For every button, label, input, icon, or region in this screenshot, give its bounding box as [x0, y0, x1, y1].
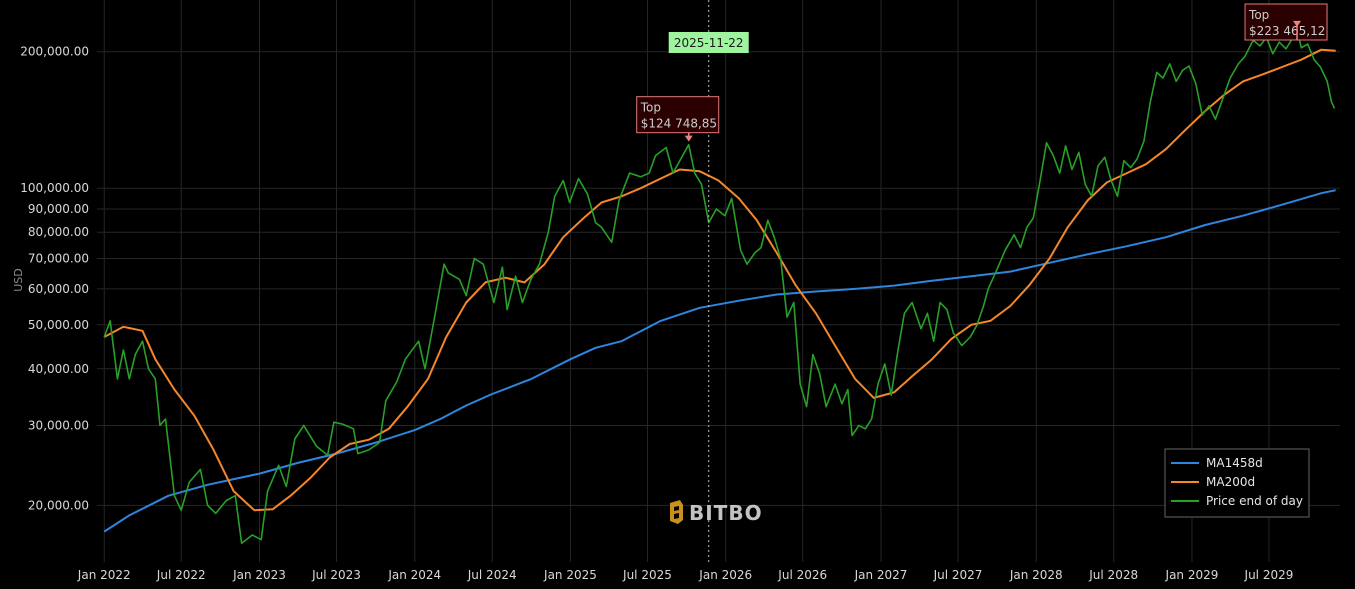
date-marker-box: [668, 32, 749, 53]
x-tick-label: Jan 2023: [232, 568, 286, 582]
x-tick-label: Jul 2029: [1244, 568, 1294, 582]
y-tick-label: 100,000.00: [20, 181, 89, 195]
series-lines: [103, 29, 1336, 544]
x-tick-label: Jan 2022: [77, 568, 131, 582]
y-tick-label: 30,000.00: [28, 418, 89, 432]
bitbo-logo-icon: [670, 500, 683, 524]
series-line-ma1458d: [103, 189, 1336, 533]
top-arrow-icon: [684, 135, 693, 142]
bitbo-watermark: BITBO: [670, 500, 763, 525]
y-tick-label: 80,000.00: [28, 225, 89, 239]
x-tick-label: Jan 2027: [854, 568, 908, 582]
legend-label: Price end of day: [1206, 494, 1303, 508]
top-annotation-box: [1244, 3, 1328, 41]
top-annotation-box: [636, 96, 720, 134]
x-tick-label: Jul 2025: [622, 568, 672, 582]
x-tick-label: Jan 2028: [1009, 568, 1063, 582]
x-tick-label: Jan 2029: [1165, 568, 1219, 582]
x-axis-labels: Jan 2022 Jul 2022 Jan 2023 Jul 2023 Jan 2024…: [77, 568, 1294, 582]
x-tick-label: Jul 2023: [311, 568, 361, 582]
top-annotation: Top $124 748,85: [636, 96, 720, 142]
watermark-text: BITBO: [689, 501, 763, 525]
series-line-ma200d: [103, 48, 1336, 512]
y-tick-label: 70,000.00: [28, 252, 89, 266]
x-tick-label: Jan 2026: [698, 568, 752, 582]
x-tick-label: Jul 2028: [1088, 568, 1138, 582]
x-tick-label: Jan 2025: [543, 568, 597, 582]
top-annotation-title: Top: [1248, 8, 1269, 22]
y-tick-label: 60,000.00: [28, 282, 89, 296]
y-tick-label: 200,000.00: [20, 45, 89, 59]
y-axis-labels: 20,000.00 30,000.00 40,000.00 50,000.00 60,0…: [20, 45, 89, 513]
top-annotation-value: $124 748,85: [641, 117, 717, 131]
legend: MA1458d MA200d Price end of day: [1164, 448, 1310, 518]
y-tick-label: 40,000.00: [28, 362, 89, 376]
x-tick-label: Jan 2024: [387, 568, 441, 582]
y-tick-label: 90,000.00: [28, 202, 89, 216]
y-tick-label: 50,000.00: [28, 318, 89, 332]
y-tick-label: 20,000.00: [28, 498, 89, 512]
x-tick-label: Jul 2026: [777, 568, 827, 582]
grid: [97, 0, 1340, 562]
series-line-price-end-of-day: [103, 29, 1336, 544]
annotations: 2025-11-22 Top $124 748,85 Top $223 465,12: [636, 0, 1328, 562]
top-annotation-value: $223 465,12: [1249, 24, 1325, 38]
legend-label: MA1458d: [1206, 456, 1263, 470]
x-tick-label: Jul 2022: [156, 568, 206, 582]
x-tick-label: Jul 2027: [933, 568, 983, 582]
date-marker-label: 2025-11-22: [674, 36, 744, 50]
top-annotation: Top $223 465,12: [1244, 3, 1328, 41]
x-tick-label: Jul 2024: [467, 568, 517, 582]
legend-label: MA200d: [1206, 475, 1255, 489]
y-axis-title: USD: [12, 268, 25, 292]
top-annotation-title: Top: [640, 101, 661, 115]
